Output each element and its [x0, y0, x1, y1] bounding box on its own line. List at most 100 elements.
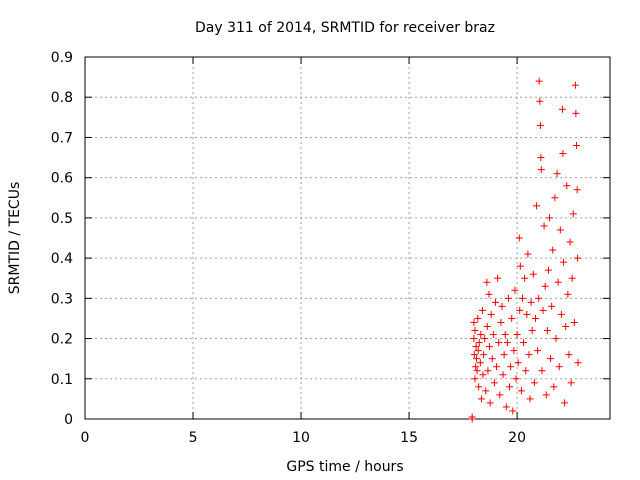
data-point: [566, 238, 574, 246]
data-point: [491, 298, 499, 306]
data-point: [479, 306, 487, 314]
y-tick-label: 0.8: [51, 90, 73, 106]
data-point: [477, 395, 485, 403]
data-point: [549, 246, 557, 254]
data-point: [480, 351, 488, 359]
data-point: [516, 262, 524, 270]
x-tick-label: 15: [400, 430, 418, 446]
data-point: [573, 141, 581, 149]
y-tick-label: 0.4: [51, 251, 73, 267]
data-point: [523, 310, 531, 318]
x-tick-label: 10: [292, 430, 310, 446]
data-point: [554, 278, 562, 286]
data-point: [552, 335, 560, 343]
data-point: [547, 355, 555, 363]
tick-labels: 0 0.1 0.2 0.3 0.4 0.5 0.6 0.7 0.8 0.9 0 5 10 15 20: [51, 50, 526, 446]
data-point: [500, 351, 508, 359]
data-point: [470, 351, 478, 359]
data-point: [526, 395, 534, 403]
data-point: [512, 375, 520, 383]
data-point: [528, 327, 536, 335]
data-point: [471, 375, 479, 383]
data-point: [470, 335, 478, 343]
data-point: [511, 286, 519, 294]
data-point: [537, 166, 545, 174]
data-point: [544, 266, 552, 274]
data-point: [556, 226, 564, 234]
data-point: [510, 347, 518, 355]
data-point: [494, 274, 502, 282]
data-point: [560, 258, 568, 266]
data-point: [550, 383, 558, 391]
data-point: [507, 363, 515, 371]
data-point: [568, 274, 576, 282]
data-point: [475, 383, 483, 391]
data-point: [474, 314, 482, 322]
data-points: [468, 77, 582, 423]
data-point: [515, 234, 523, 242]
data-point: [521, 274, 529, 282]
data-point: [571, 81, 579, 89]
data-point: [488, 355, 496, 363]
data-point: [485, 343, 493, 351]
data-point: [553, 170, 561, 178]
data-point: [481, 335, 489, 343]
data-point: [559, 150, 567, 158]
data-point: [541, 282, 549, 290]
data-point: [475, 339, 483, 347]
x-tick-label: 5: [189, 430, 198, 446]
data-point: [555, 363, 563, 371]
axis-ticks: [84, 56, 610, 420]
data-point: [527, 298, 535, 306]
data-point: [573, 186, 581, 194]
y-tick-label: 0.1: [51, 372, 73, 388]
data-point: [514, 359, 522, 367]
data-point: [498, 302, 506, 310]
data-point: [561, 399, 569, 407]
data-point: [471, 327, 479, 335]
data-point: [570, 318, 578, 326]
data-point: [506, 383, 514, 391]
data-point: [525, 351, 533, 359]
data-point: [493, 363, 501, 371]
data-point: [474, 347, 482, 355]
x-tick-label: 0: [81, 430, 90, 446]
data-point: [517, 387, 525, 395]
data-point: [536, 97, 544, 105]
data-point: [530, 379, 538, 387]
data-point: [473, 367, 481, 375]
y-tick-label: 0.5: [51, 211, 73, 227]
data-point: [548, 302, 556, 310]
data-point: [472, 343, 480, 351]
data-point: [520, 339, 528, 347]
y-tick-label: 0.6: [51, 171, 73, 187]
data-point: [543, 327, 551, 335]
data-point: [499, 371, 507, 379]
data-point: [472, 363, 480, 371]
data-point: [564, 290, 572, 298]
y-tick-label: 0.9: [51, 50, 73, 66]
data-point: [522, 367, 530, 375]
data-point: [567, 379, 575, 387]
data-point: [513, 331, 521, 339]
data-point: [484, 367, 492, 375]
data-point: [476, 359, 484, 367]
data-point: [531, 314, 539, 322]
data-point: [537, 154, 545, 162]
data-point: [470, 318, 478, 326]
chart-title: Day 311 of 2014, SRMTID for receiver bra…: [195, 20, 495, 36]
data-point: [485, 290, 493, 298]
y-tick-label: 0.7: [51, 130, 73, 146]
data-point: [569, 210, 577, 218]
data-point: [572, 109, 580, 117]
data-point: [563, 182, 571, 190]
data-point: [524, 250, 532, 258]
data-point: [501, 331, 509, 339]
gridlines: [85, 57, 610, 419]
data-point: [489, 331, 497, 339]
data-point: [519, 294, 526, 302]
data-point: [539, 306, 547, 314]
data-point: [551, 194, 559, 202]
data-point: [535, 77, 543, 85]
data-point: [477, 331, 485, 339]
